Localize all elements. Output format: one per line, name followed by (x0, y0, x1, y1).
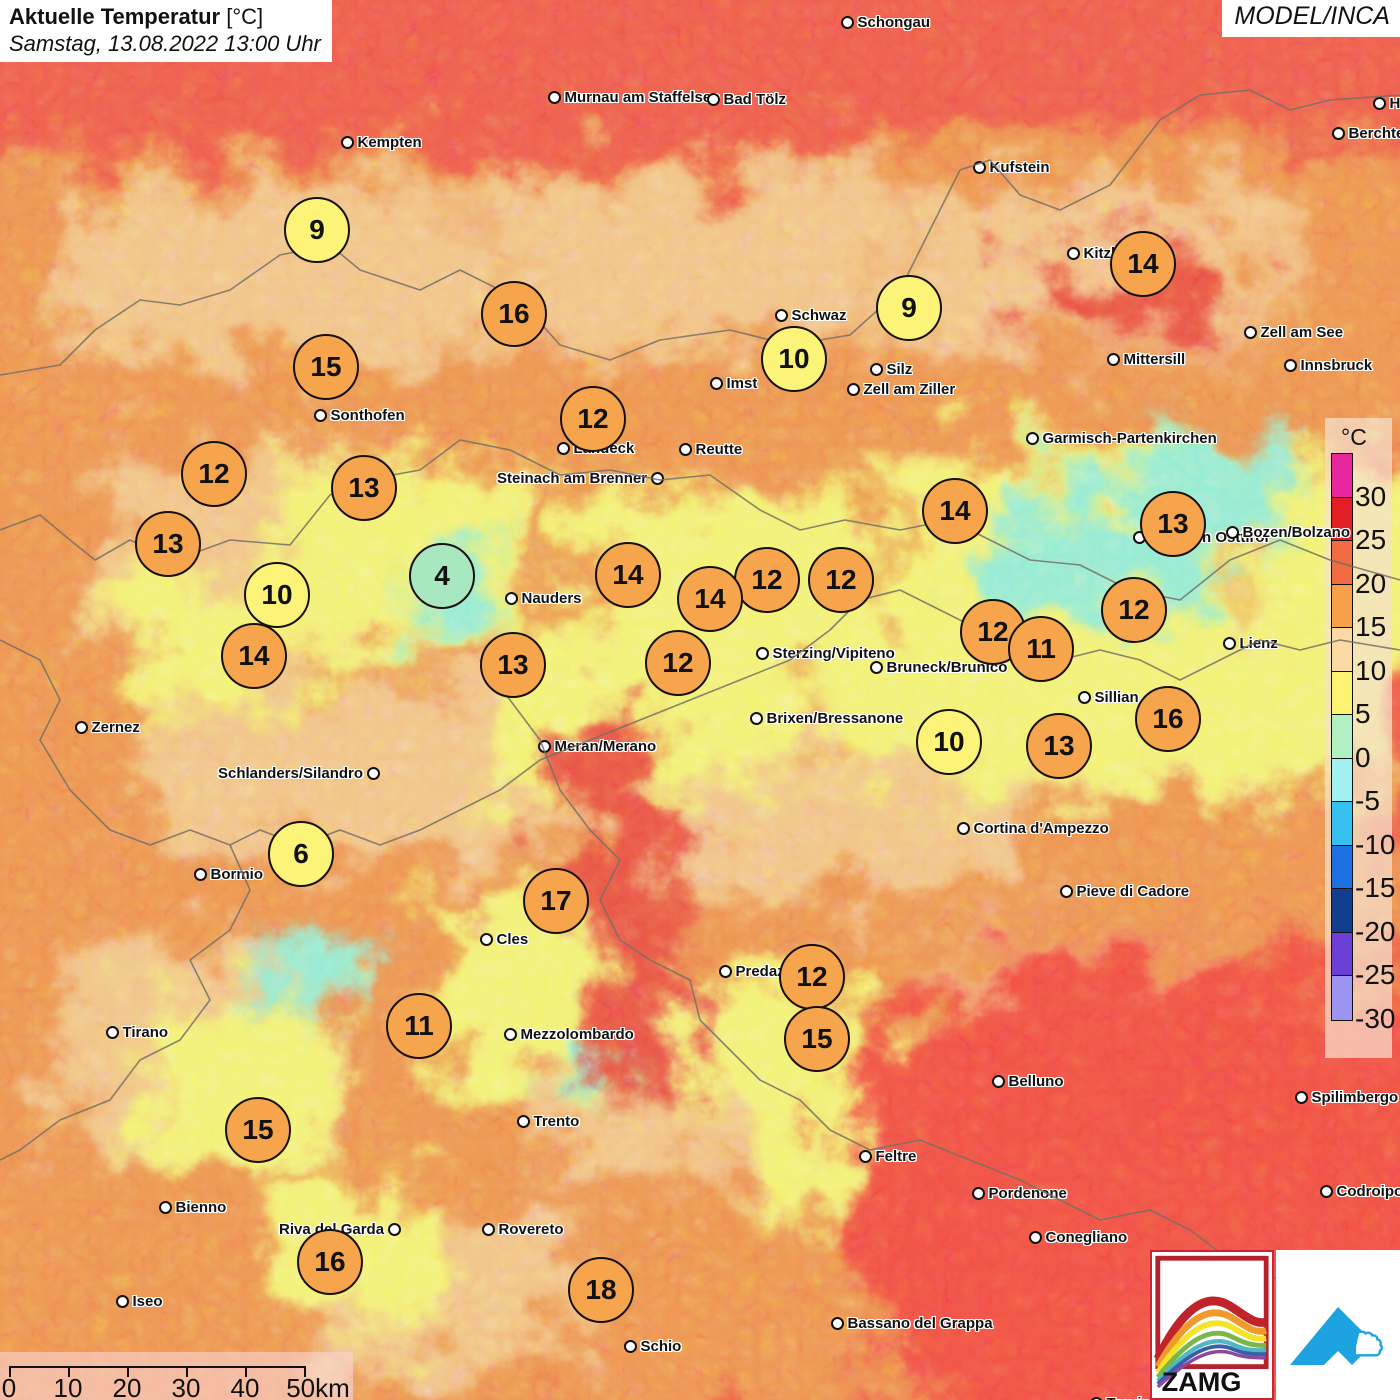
svg-text:ZAMG: ZAMG (1162, 1366, 1242, 1397)
